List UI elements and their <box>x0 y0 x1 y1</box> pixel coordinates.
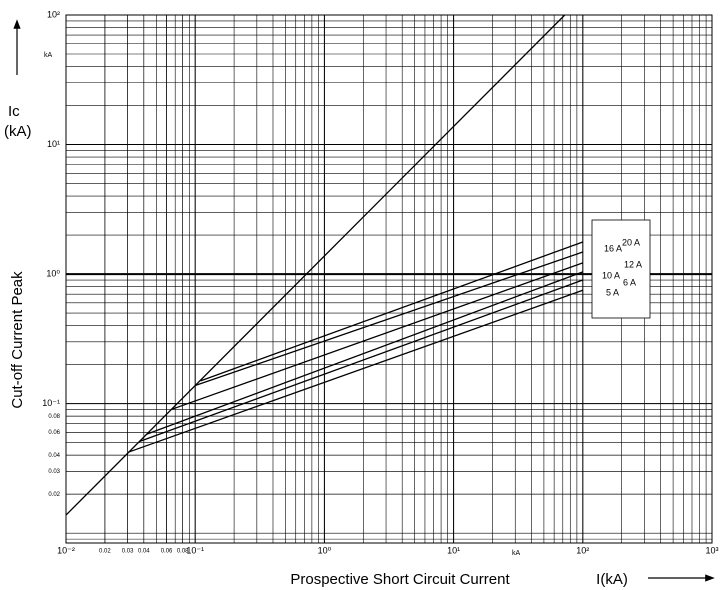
y-tick-label: 10⁰ <box>46 268 60 278</box>
x-unit-label: I(kA) <box>596 571 628 588</box>
series-line <box>65 14 566 516</box>
series-line <box>200 241 584 382</box>
x-tick-label: 10² <box>576 545 589 555</box>
grid <box>65 14 713 544</box>
y-tick-label: 10² <box>47 9 60 19</box>
annotation: kA <box>44 52 53 59</box>
series-line <box>139 279 584 443</box>
x-tick-label: 0.06 <box>161 549 173 555</box>
x-tick-label: 0.08 <box>177 549 189 555</box>
y-tick-label: 0.08 <box>48 414 60 420</box>
series-line <box>170 262 584 411</box>
legend-label: 5 A <box>606 287 619 297</box>
x-tick-label: 10⁻² <box>57 545 75 555</box>
y-tick-label: 0.04 <box>48 453 60 459</box>
x-tick-label: 10⁻¹ <box>186 545 204 555</box>
y-tick-label: 0.03 <box>48 469 60 475</box>
legend-label: 16 A <box>604 243 622 253</box>
x-axis-label: Prospective Short Circuit Current <box>290 571 510 588</box>
legend-label: 10 A <box>602 270 620 280</box>
title-line: Ic <box>8 103 20 120</box>
y-tick-label: 10⁻¹ <box>42 398 60 408</box>
y-tick-label: 0.06 <box>48 430 60 436</box>
x-tick-label: 10¹ <box>447 545 460 555</box>
x-tick-label: 0.03 <box>122 549 134 555</box>
annotation: kA <box>512 550 521 557</box>
y-tick-label: 10¹ <box>47 139 60 149</box>
title-line: (kA) <box>4 123 32 140</box>
y-axis-label: Cut-off Current Peak <box>9 271 26 409</box>
series-line <box>194 251 584 387</box>
legend-box <box>591 219 651 319</box>
series-line <box>146 271 584 435</box>
series-line <box>127 289 584 454</box>
x-tick-label: 10³ <box>705 545 718 555</box>
x-tick-label: 0.02 <box>99 549 111 555</box>
legend-label: 6 A <box>623 277 636 287</box>
x-tick-label: 0.04 <box>138 549 150 555</box>
x-tick-label: 10⁰ <box>318 545 332 555</box>
legend-label: 12 A <box>624 259 642 269</box>
y-tick-label: 0.02 <box>48 492 60 498</box>
legend-label: 20 A <box>622 237 640 247</box>
